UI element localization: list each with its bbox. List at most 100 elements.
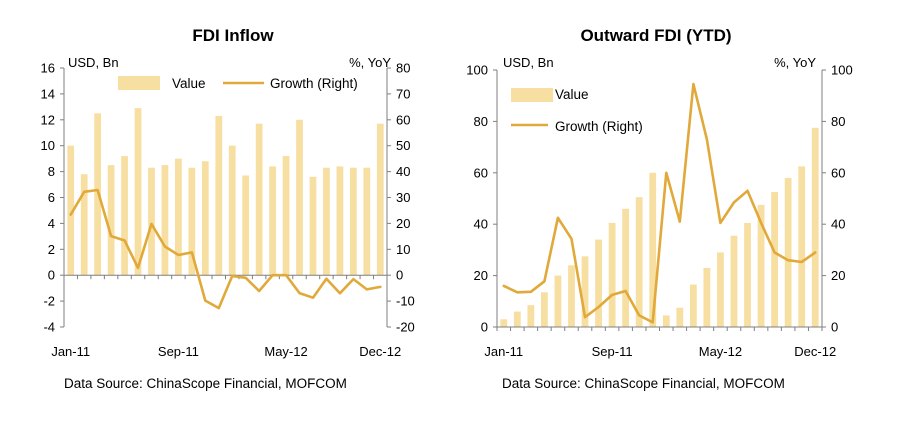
chart1-bar [296,119,303,276]
chart2-y-tick-label: 0 [481,320,488,335]
chart1-legend-growth-label: Growth (Right) [270,76,358,91]
chart1-y2-tick-label: 0 [396,268,403,283]
chart1-bar [309,176,317,276]
chart2-bar [744,222,751,327]
chart2-y-tick-label: 20 [474,268,488,283]
chart2-left-unit: USD, Bn [503,55,554,70]
chart2-bar [608,222,616,327]
chart2-bar [676,307,684,327]
chart2-right-unit: %, YoY [774,55,816,70]
chart2-y2-tick-label: 80 [831,114,845,129]
chart1-y-tick-label: -4 [43,320,55,335]
chart1-bar [121,156,128,276]
chart1-y2-tick-label: -20 [396,320,415,335]
chart2-bar [689,284,697,327]
chart2-bar [527,305,535,327]
chart2-y-tick-label: 100 [466,63,488,78]
chart2-title: Outward FDI (YTD) [580,26,731,45]
chart2-bar [784,177,792,327]
chart2-bar [581,256,589,327]
chart1-bar [107,165,115,276]
chart2-bar [717,252,724,327]
chart2-y-tick-label: 60 [474,165,488,180]
chart1-bar [349,167,357,276]
chart1-y2-tick-label: 30 [396,190,410,205]
chart1-bar [80,174,88,276]
chart1-x-tick-label: May-12 [264,344,307,359]
chart1-bar [228,145,236,276]
chart2-legend-growth-label: Growth (Right) [555,119,643,134]
chart1-y-tick-label: 6 [48,190,55,205]
chart1-bar [255,123,263,276]
chart2-bar [649,172,657,327]
chart1-y-tick-label: 2 [48,242,55,257]
chart1-bar [161,165,169,276]
chart1-y2-tick-label: -10 [396,294,415,309]
chart1-bar [376,123,384,276]
chart2-bar [757,204,765,327]
chart1-source: Data Source: ChinaScope Financial, MOFCO… [64,376,347,391]
chart1-bar [242,175,250,276]
chart2-plot-area: 0 20 40 60 80 100 0 20 40 60 80 100 Jan-11 Sep-11 May-… [466,63,852,360]
chart1-y-tick-label: 4 [48,216,55,231]
chart2-y-tick-label: 80 [474,114,488,129]
chart1-y2-tick-label: 60 [396,112,410,127]
chart2-y2-tick-label: 60 [831,165,845,180]
chart1-bar [215,115,223,276]
chart1-left-unit: USD, Bn [68,55,119,70]
chart2-x-tick-label: Sep-11 [592,344,633,359]
chart1-bar [148,167,155,276]
chart2-bar [513,311,521,327]
chart2-bar [771,192,778,327]
chart2-bar [730,235,738,327]
chart1-y-tick-label: 8 [48,164,55,179]
chart2-legend-value-swatch [511,88,553,102]
chart2-bar [811,127,819,327]
chart1-y-tick-label: 12 [41,112,55,127]
chart1-bar [269,166,276,276]
chart1-bar [175,158,182,276]
chart2-growth-line [502,82,817,324]
chart2-y2-tick-label: 100 [831,63,853,78]
chart2-bar [568,265,575,327]
chart2-y-tick-label: 40 [474,217,488,232]
chart1-legend-value-label: Value [172,76,206,91]
chart2-bar [635,197,643,327]
chart1-bar [201,161,209,276]
chart2-bar [622,208,630,327]
chart2-bar [703,267,711,327]
chart1-y2-tick-label: 50 [396,138,410,153]
chart1-y-tick-label: 16 [41,61,55,76]
chart2-source: Data Source: ChinaScope Financial, MOFCO… [502,376,785,391]
chart1-x-tick-label: Jan-11 [51,344,90,359]
chart2-legend-value-label: Value [555,87,589,102]
chart1-y2-tick-label: 40 [396,164,410,179]
chart1-x-tick-label: Sep-11 [158,344,199,359]
chart2-bar [595,239,602,327]
chart1-bar [336,166,344,276]
chart1-y2-tick-label: 20 [396,216,410,231]
chart1-plot-area: -4-20246810121416-20-1001020304050607080… [41,61,415,360]
chart2-x-tick-label: Dec-12 [794,344,836,359]
chart1-bar [323,167,330,276]
chart1-y2-tick-label: 10 [396,242,410,257]
chart2-bar [798,166,806,327]
chart2-bar [662,315,670,327]
chart2-y2-tick-label: 40 [831,217,845,232]
chart2-x-tick-label: Jan-11 [484,344,523,359]
chart2-y2-tick-label: 20 [831,268,845,283]
chart2-x-tick-label: May-12 [699,344,742,359]
chart1-y-tick-label: 14 [41,86,55,101]
chart1-y-tick-label: -2 [43,294,55,309]
chart1-y-tick-label: 10 [41,138,55,153]
chart1-bar [282,156,290,276]
chart2-bar [554,275,562,327]
chart1-y2-tick-label: 80 [396,61,410,76]
chart1-right-unit: %, YoY [349,55,391,70]
chart1-growth-line [69,188,382,310]
chart1-bar [188,167,196,276]
chart1-x-tick-label: Dec-12 [359,344,401,359]
chart1-y-tick-label: 0 [48,268,55,283]
chart2-bar [541,292,548,327]
